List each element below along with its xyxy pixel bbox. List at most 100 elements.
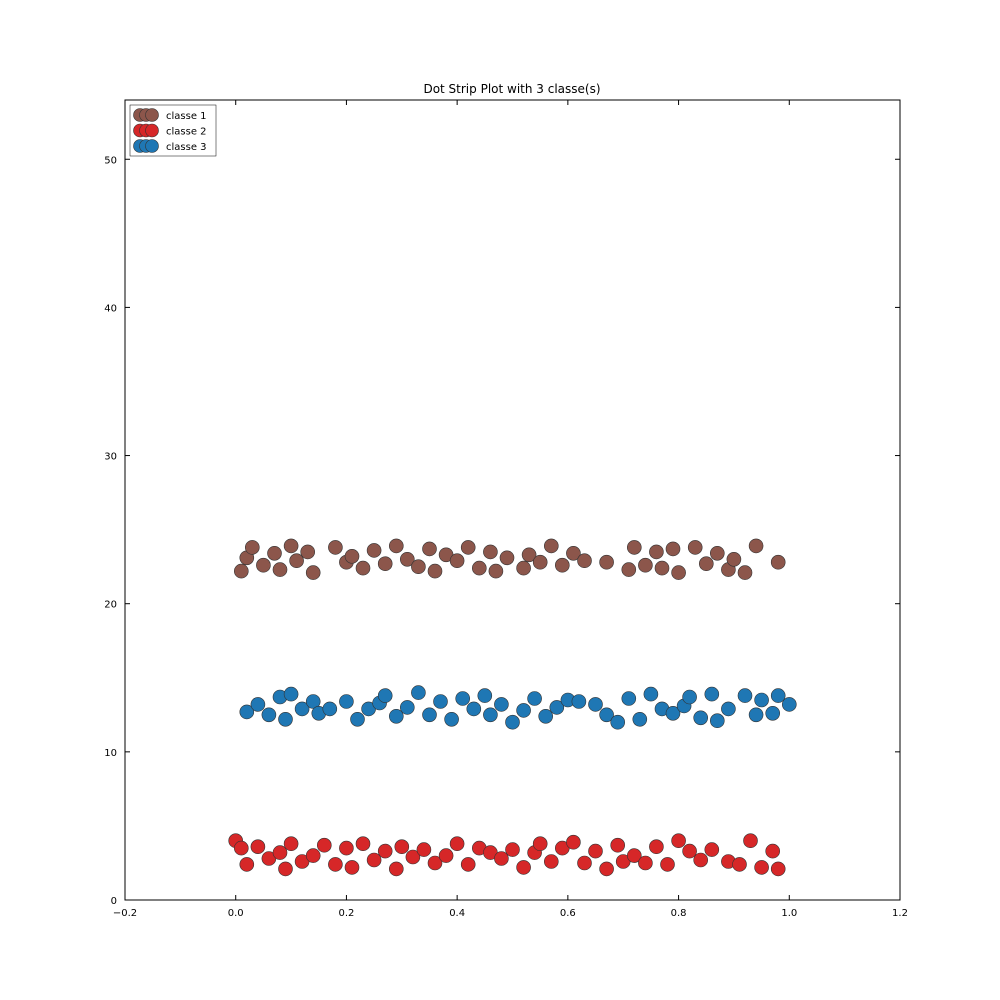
- series-3-point: [294, 701, 310, 717]
- series-3-point: [765, 705, 781, 721]
- series-3-point: [665, 705, 681, 721]
- series-3-point: [516, 703, 531, 718]
- series-1-point: [521, 547, 537, 563]
- series-3-point: [494, 697, 509, 712]
- x-tick-label: 0.8: [671, 908, 687, 919]
- x-tick-label: 0.0: [228, 908, 244, 919]
- legend: classe 1 classe 2 classe 3: [129, 104, 217, 157]
- series-2-point: [394, 839, 410, 855]
- series-3-point: [693, 710, 709, 726]
- series-3-point: [610, 714, 626, 730]
- series-2-point: [344, 860, 360, 875]
- legend-marker: [145, 108, 159, 122]
- points-layer: [228, 538, 797, 877]
- series-1-point: [344, 548, 360, 564]
- series-2-point: [278, 861, 293, 877]
- series-2-point: [626, 848, 642, 863]
- series-2-point: [427, 855, 443, 871]
- y-tick-label: 0: [111, 896, 117, 907]
- series-1-point: [671, 565, 686, 580]
- series-2-point: [754, 860, 769, 875]
- series-3-point: [737, 688, 753, 703]
- series-1-point: [709, 545, 725, 561]
- series-1-point: [272, 562, 288, 577]
- y-tick-label: 50: [104, 155, 117, 166]
- x-tick-label: 0.6: [560, 908, 576, 919]
- axis-ticks: −0.2 0.0 0.2 0.4 0.6 0.8 1.0 1.2 0 10 20 30 40 50: [104, 100, 908, 919]
- legend-label: classe 2: [166, 127, 207, 138]
- y-tick-label: 20: [104, 600, 117, 611]
- series-2-point: [732, 857, 747, 872]
- series-1-point: [460, 540, 476, 555]
- series-1-point: [621, 562, 637, 577]
- series-1-point: [300, 544, 316, 560]
- series-1-point: [328, 540, 343, 555]
- series-3-point: [250, 697, 266, 712]
- series-2-point: [239, 857, 255, 872]
- series-3-point: [239, 704, 255, 720]
- series-2-point: [516, 860, 531, 875]
- series-1-point: [449, 553, 465, 569]
- series-2-point: [328, 857, 343, 872]
- series-3-point: [466, 701, 482, 717]
- legend-marker: [145, 139, 159, 153]
- series-3-point: [388, 708, 404, 724]
- series-3-point: [422, 707, 437, 723]
- series-1-point: [267, 545, 282, 561]
- series-3-point: [709, 713, 725, 729]
- plot-frame: [124, 99, 901, 901]
- series-2-point: [283, 836, 299, 852]
- series-1-point: [770, 554, 786, 570]
- series-2-point: [682, 843, 697, 859]
- series-3-point: [477, 688, 493, 703]
- series-2-point: [743, 833, 758, 849]
- x-tick-label: 1.0: [781, 908, 797, 919]
- series-3-point: [278, 711, 293, 727]
- x-tick-label: 0.4: [449, 908, 465, 919]
- series-2-point: [532, 836, 548, 852]
- y-tick-label: 30: [104, 452, 117, 463]
- legend-label: classe 3: [166, 142, 207, 153]
- series-3-point: [411, 685, 426, 700]
- series-1-point: [256, 557, 271, 573]
- legend-marker: [145, 123, 159, 138]
- series-2-point: [577, 855, 592, 871]
- series-2-point: [405, 849, 421, 865]
- series-3-point: [350, 711, 365, 727]
- series-1-point: [554, 557, 570, 573]
- series-3-point: [538, 708, 554, 724]
- series-2-point: [460, 857, 476, 872]
- series-2-point: [272, 845, 288, 860]
- series-2-point: [610, 837, 626, 853]
- series-3-point: [643, 686, 659, 702]
- series-1-point: [726, 551, 742, 567]
- series-2-point: [377, 843, 393, 859]
- series-2-point: [649, 839, 664, 855]
- series-2-point: [416, 842, 432, 857]
- series-3-point: [754, 692, 769, 708]
- series-2-point: [449, 836, 465, 852]
- series-1-point: [499, 550, 515, 566]
- series-1-point: [577, 553, 592, 569]
- series-3-point: [588, 697, 603, 712]
- series-2-point: [770, 861, 786, 877]
- series-2-point: [355, 836, 371, 852]
- series-3-point: [455, 691, 471, 706]
- series-3-point: [399, 700, 415, 715]
- series-2-point: [543, 854, 559, 869]
- series-1-point: [427, 563, 443, 579]
- series-1-point: [422, 541, 437, 557]
- series-3-point: [770, 688, 786, 703]
- y-tick-label: 40: [104, 303, 117, 314]
- series-1-point: [665, 541, 681, 557]
- series-3-point: [283, 686, 299, 702]
- legend-label: classe 1: [166, 111, 207, 122]
- series-1-point: [737, 565, 753, 580]
- series-1-point: [566, 545, 581, 561]
- series-3-point: [261, 707, 277, 723]
- series-1-point: [283, 538, 299, 554]
- series-2-point: [588, 843, 603, 859]
- series-1-point: [289, 553, 304, 569]
- series-3-point: [377, 688, 393, 703]
- series-2-point: [566, 834, 581, 850]
